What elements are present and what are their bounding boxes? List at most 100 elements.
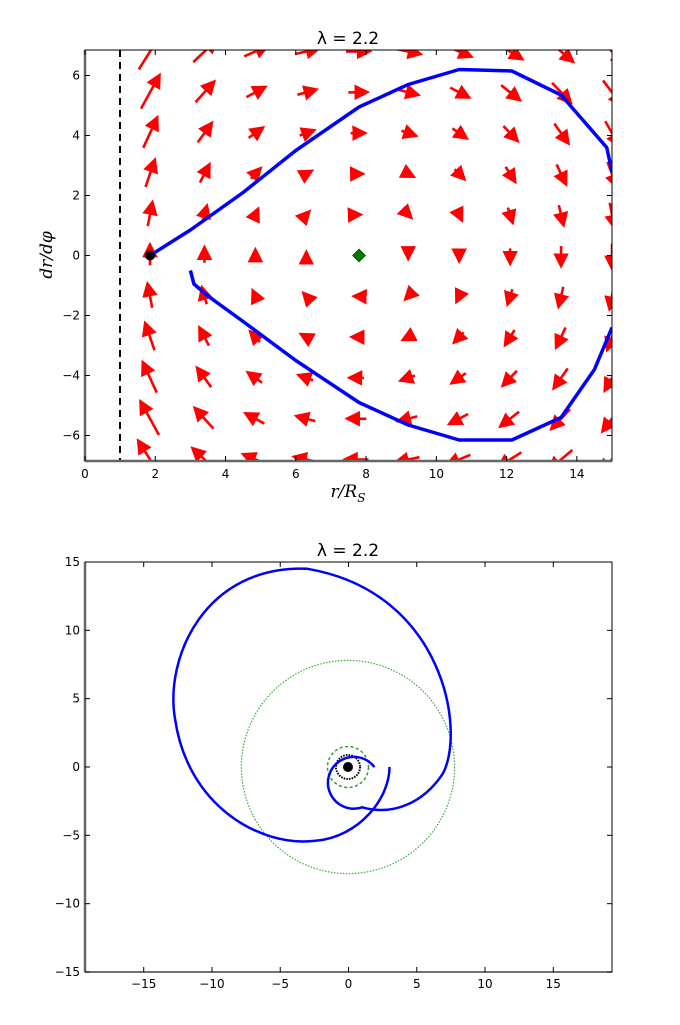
vector-arrow bbox=[553, 204, 569, 228]
vector-arrow bbox=[293, 411, 316, 427]
vector-arrow bbox=[444, 452, 471, 461]
vector-arrow bbox=[451, 124, 470, 141]
vector-arrow bbox=[454, 287, 470, 305]
vector-arrow bbox=[298, 332, 316, 348]
vector-arrow bbox=[601, 79, 612, 108]
y-tick-label: 2 bbox=[72, 189, 80, 203]
bottom-y-axis-ticks: −15 −10 −5 0 5 10 15 bbox=[55, 555, 612, 979]
x-tick-label: 14 bbox=[569, 467, 584, 481]
vector-arrow bbox=[449, 84, 472, 99]
vector-arrow bbox=[198, 325, 213, 347]
top-phase-plot: λ = 2.2 0 2 4 6 8 10 12 14 −6 −4 −2 0 2 4 6 r/RS dr/d… bbox=[37, 29, 613, 505]
vector-arrow bbox=[495, 451, 523, 461]
vector-arrow bbox=[291, 451, 318, 461]
y-tick-label: −10 bbox=[55, 897, 80, 911]
vector-arrow bbox=[400, 327, 418, 342]
trajectory-upper bbox=[149, 67, 612, 257]
vector-arrow bbox=[552, 367, 569, 391]
y-tick-label: −4 bbox=[62, 369, 80, 383]
vector-arrow bbox=[245, 370, 263, 387]
vector-arrow bbox=[248, 329, 265, 347]
vector-arrow bbox=[604, 289, 612, 313]
vector-arrow bbox=[398, 84, 421, 100]
top-x-axis-ticks: 0 2 4 6 8 10 12 14 bbox=[81, 50, 585, 481]
bottom-orbit-plot: λ = 2.2 −15 −10 −5 0 5 10 15 −15 −10 −5 0 5 10 15 bbox=[55, 541, 613, 991]
vector-arrow bbox=[139, 398, 161, 436]
vector-arrow bbox=[243, 50, 271, 59]
vector-arrow bbox=[194, 79, 217, 104]
vector-arrow bbox=[137, 50, 153, 71]
vector-arrow bbox=[301, 290, 318, 308]
vector-arrow bbox=[397, 369, 416, 384]
vector-arrow bbox=[403, 284, 420, 302]
vector-arrow bbox=[500, 369, 518, 388]
vector-arrow bbox=[296, 169, 315, 184]
start-point-marker bbox=[144, 250, 155, 261]
vector-arrow bbox=[553, 163, 568, 187]
vector-arrow bbox=[139, 72, 161, 110]
top-y-axis-ticks: −6 −4 −2 0 2 4 6 bbox=[62, 69, 612, 443]
vector-arrow bbox=[449, 369, 467, 385]
x-tick-label: 10 bbox=[429, 467, 444, 481]
x-tick-label: 6 bbox=[292, 467, 300, 481]
vector-arrow bbox=[396, 203, 414, 220]
vector-arrow bbox=[142, 199, 158, 227]
vector-arrow bbox=[604, 202, 612, 231]
vector-arrow bbox=[600, 416, 612, 434]
bottom-x-axis-ticks: −15 −10 −5 0 5 10 15 bbox=[131, 562, 561, 991]
vector-arrow bbox=[240, 452, 263, 461]
vector-arrow bbox=[395, 410, 418, 426]
y-tick-label: −5 bbox=[62, 828, 80, 842]
vector-arrow bbox=[500, 84, 523, 102]
vector-arrow bbox=[242, 411, 265, 427]
vector-arrow bbox=[553, 286, 570, 310]
vector-arrow bbox=[192, 405, 215, 430]
vector-arrow bbox=[398, 163, 417, 178]
x-tick-label: 12 bbox=[499, 467, 514, 481]
y-tick-label: 5 bbox=[72, 692, 80, 706]
vector-arrow bbox=[501, 207, 517, 226]
vector-arrow bbox=[393, 451, 420, 461]
vector-arrow bbox=[245, 206, 260, 224]
x-tick-label: 15 bbox=[546, 977, 561, 991]
vector-arrow bbox=[449, 164, 467, 182]
vector-arrow bbox=[554, 327, 569, 351]
vector-arrow bbox=[192, 50, 219, 64]
x-tick-label: −10 bbox=[199, 977, 224, 991]
vector-arrow bbox=[196, 120, 214, 144]
top-x-axis-label: r/RS bbox=[331, 482, 366, 505]
vector-arrow bbox=[502, 125, 520, 144]
vector-arrow bbox=[142, 114, 159, 149]
vector-arrow bbox=[294, 209, 312, 227]
vector-arrow bbox=[142, 281, 158, 308]
y-tick-label: 0 bbox=[72, 760, 80, 774]
green-dotted-circle bbox=[240, 659, 456, 875]
vector-arrow bbox=[195, 365, 213, 388]
y-tick-label: −15 bbox=[55, 965, 80, 979]
vector-arrow bbox=[250, 287, 266, 306]
vector-arrow bbox=[245, 85, 268, 100]
vector-arrow bbox=[505, 50, 525, 61]
y-tick-label: 0 bbox=[72, 249, 80, 263]
vector-arrow bbox=[247, 125, 266, 142]
green-dashed-inner-circle bbox=[326, 745, 370, 789]
photon-sphere-dotted-circle bbox=[335, 754, 361, 780]
top-y-axis-label: dr/dφ bbox=[37, 231, 57, 279]
vector-arrow bbox=[451, 327, 469, 345]
vector-arrow bbox=[449, 205, 464, 223]
x-tick-label: 0 bbox=[81, 467, 89, 481]
y-tick-label: 15 bbox=[65, 555, 80, 569]
x-tick-label: 10 bbox=[477, 977, 492, 991]
vector-arrow bbox=[401, 124, 419, 139]
vector-arrow bbox=[299, 127, 317, 142]
vector-arrow bbox=[246, 166, 263, 183]
vector-arrow bbox=[141, 359, 158, 394]
fixed-point-diamond bbox=[352, 248, 366, 263]
vector-arrow bbox=[141, 320, 157, 351]
y-tick-label: 6 bbox=[72, 69, 80, 83]
vector-arrow bbox=[503, 329, 519, 348]
vector-arrow bbox=[196, 161, 211, 184]
vector-arrow bbox=[604, 120, 612, 149]
vector-arrow bbox=[603, 375, 612, 394]
